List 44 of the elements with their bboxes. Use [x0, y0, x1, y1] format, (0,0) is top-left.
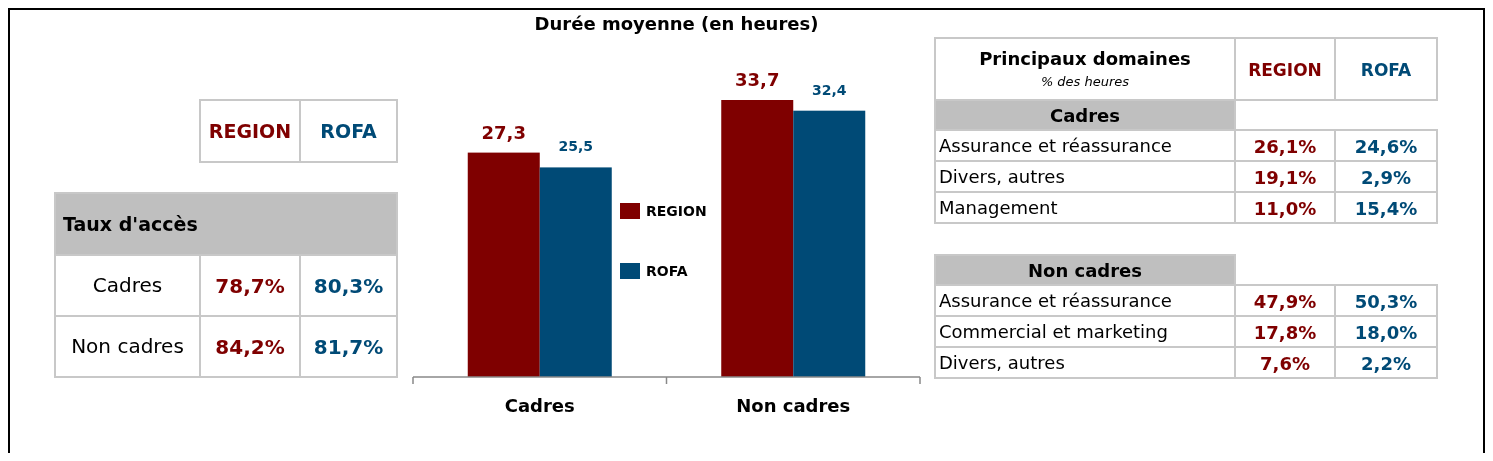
- category-label: Cadres: [1049, 105, 1121, 126]
- data-label: 33,7: [735, 69, 780, 90]
- legend-label: ROFA: [646, 263, 688, 279]
- category-label: Taux d'accès: [63, 213, 198, 235]
- text: 19,1%: [1253, 166, 1317, 188]
- text: 15,4%: [1354, 197, 1418, 219]
- legend-label: ROFA: [320, 120, 377, 142]
- text: 17,8%: [1253, 321, 1317, 343]
- text: % des heures: [1040, 74, 1130, 89]
- category-label: Divers, autres: [939, 165, 1065, 187]
- data-label: 25,5: [558, 138, 594, 155]
- text: 80,3%: [313, 273, 384, 298]
- text: 84,2%: [215, 334, 285, 359]
- text: Principaux domaines: [979, 48, 1191, 69]
- legend-label: REGION: [208, 120, 292, 142]
- category-label: Commercial et marketing: [939, 320, 1168, 342]
- legend-label: REGION: [1248, 60, 1322, 80]
- category-label: Divers, autres: [939, 351, 1065, 373]
- category-label: Cadres: [92, 272, 163, 297]
- category-label: Non cadres: [1027, 260, 1143, 281]
- text: 81,7%: [313, 334, 384, 359]
- bar: [539, 167, 612, 377]
- bar: [467, 152, 540, 377]
- text: 24,6%: [1354, 135, 1418, 157]
- category-label: Non cadres: [71, 333, 184, 358]
- text: 78,7%: [215, 273, 285, 298]
- text: 7,6%: [1260, 352, 1310, 374]
- legend-label: ROFA: [1360, 60, 1413, 80]
- bar: [721, 100, 794, 377]
- data-label: 27,3: [481, 121, 526, 143]
- text: 2,2%: [1361, 352, 1411, 374]
- text: 26,1%: [1253, 135, 1317, 157]
- legend-label: REGION: [646, 203, 707, 219]
- text: 47,9%: [1253, 290, 1317, 312]
- bar: [793, 110, 866, 377]
- category-label: Management: [939, 196, 1058, 218]
- data-label: 32,4: [811, 81, 847, 98]
- chart-title: Durée moyenne (en heures): [534, 13, 819, 34]
- text: 11,0%: [1253, 197, 1317, 219]
- category-label: Assurance et réassurance: [939, 289, 1172, 311]
- text: 2,9%: [1361, 166, 1411, 188]
- text: 50,3%: [1354, 290, 1418, 312]
- category-label: Assurance et réassurance: [939, 134, 1172, 156]
- text: 18,0%: [1354, 321, 1418, 343]
